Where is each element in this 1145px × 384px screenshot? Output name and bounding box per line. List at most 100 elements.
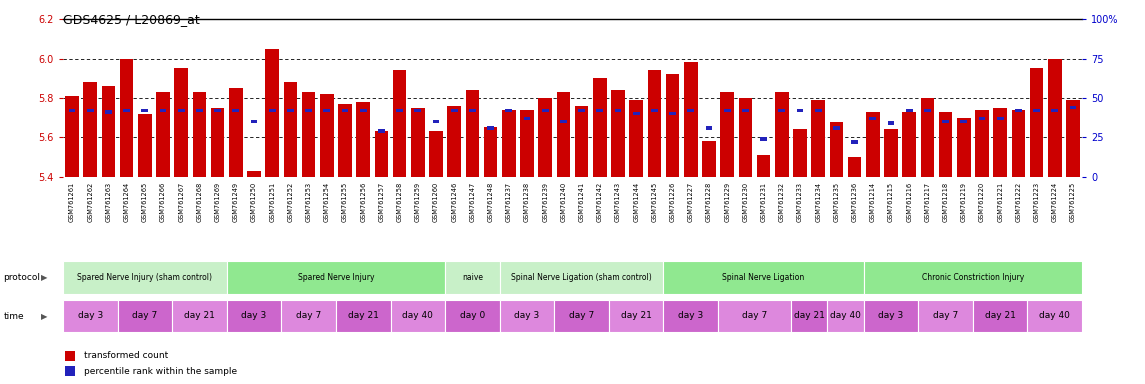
Bar	[502, 110, 515, 177]
Bar	[994, 108, 1006, 177]
Bar	[979, 117, 986, 120]
Bar	[921, 98, 934, 177]
Bar	[120, 59, 134, 177]
Text: Spinal Nerve Ligation: Spinal Nerve Ligation	[722, 273, 805, 282]
Text: Spinal Nerve Ligation (sham control): Spinal Nerve Ligation (sham control)	[511, 273, 652, 282]
Bar	[887, 121, 894, 125]
Bar	[341, 109, 348, 112]
Bar	[499, 300, 554, 332]
Bar	[665, 74, 679, 177]
Bar	[284, 82, 298, 177]
Bar	[192, 92, 206, 177]
Bar	[687, 109, 694, 112]
Bar	[211, 108, 224, 177]
Bar	[451, 109, 458, 112]
Bar	[1033, 109, 1040, 112]
Bar	[869, 117, 876, 120]
Bar	[87, 109, 94, 112]
Text: GDS4625 / L20869_at: GDS4625 / L20869_at	[63, 13, 199, 26]
Text: day 21: day 21	[621, 311, 652, 320]
Bar	[669, 112, 676, 116]
Bar	[360, 109, 366, 112]
Text: day 7: day 7	[297, 311, 322, 320]
Bar	[720, 92, 734, 177]
Bar	[227, 261, 445, 294]
Bar	[847, 157, 861, 177]
Bar	[251, 120, 258, 123]
Bar	[177, 109, 184, 112]
Text: day 40: day 40	[830, 311, 861, 320]
Bar	[393, 70, 406, 177]
Bar	[1029, 68, 1043, 177]
Bar	[939, 112, 953, 177]
Bar	[247, 171, 261, 177]
Bar	[65, 96, 79, 177]
Bar	[630, 100, 643, 177]
Bar	[718, 300, 791, 332]
Bar	[609, 300, 663, 332]
Bar	[469, 109, 476, 112]
Bar	[684, 63, 697, 177]
Text: day 40: day 40	[402, 311, 433, 320]
Bar	[411, 108, 425, 177]
Bar	[433, 120, 440, 123]
Bar	[174, 68, 188, 177]
Bar	[578, 109, 585, 112]
Bar	[575, 106, 589, 177]
Bar	[374, 131, 388, 177]
Bar	[554, 300, 609, 332]
Bar	[319, 94, 333, 177]
Text: ▶: ▶	[41, 273, 48, 282]
Bar	[142, 109, 148, 112]
Text: naive: naive	[461, 273, 483, 282]
Bar	[702, 141, 716, 177]
Text: transformed count: transformed count	[84, 351, 168, 360]
Bar	[918, 300, 973, 332]
Bar	[520, 110, 534, 177]
Bar	[611, 90, 625, 177]
Bar	[69, 109, 76, 112]
Text: day 21: day 21	[793, 311, 824, 320]
Bar	[884, 129, 898, 177]
Bar	[663, 300, 718, 332]
Bar	[705, 126, 712, 129]
Text: day 7: day 7	[132, 311, 158, 320]
Bar	[902, 112, 916, 177]
Bar	[484, 127, 497, 177]
Bar	[445, 261, 499, 294]
Text: day 7: day 7	[933, 311, 958, 320]
Bar	[448, 106, 461, 177]
Bar	[118, 300, 172, 332]
Bar	[227, 300, 282, 332]
Bar	[866, 112, 879, 177]
Bar	[793, 129, 807, 177]
Bar	[542, 109, 548, 112]
Bar	[466, 90, 480, 177]
Bar	[378, 129, 385, 133]
Text: time: time	[3, 311, 24, 321]
Bar	[232, 109, 239, 112]
Text: day 3: day 3	[242, 311, 267, 320]
Text: day 21: day 21	[348, 311, 379, 320]
Bar	[851, 140, 858, 144]
Text: day 3: day 3	[678, 311, 703, 320]
Bar	[724, 109, 731, 112]
Bar	[390, 300, 445, 332]
Bar	[159, 109, 166, 112]
Bar	[323, 109, 330, 112]
Bar	[829, 122, 843, 177]
Bar	[942, 120, 949, 123]
Bar	[335, 300, 390, 332]
Bar	[269, 109, 276, 112]
Bar	[429, 131, 443, 177]
Bar	[760, 137, 767, 141]
Bar	[156, 92, 169, 177]
Bar	[229, 88, 243, 177]
Text: day 7: day 7	[742, 311, 767, 320]
Bar	[523, 117, 530, 120]
Bar	[997, 117, 1003, 120]
Text: Chronic Constriction Injury: Chronic Constriction Injury	[922, 273, 1024, 282]
Text: ▶: ▶	[41, 311, 48, 321]
Text: day 7: day 7	[569, 311, 594, 320]
Bar	[827, 300, 863, 332]
